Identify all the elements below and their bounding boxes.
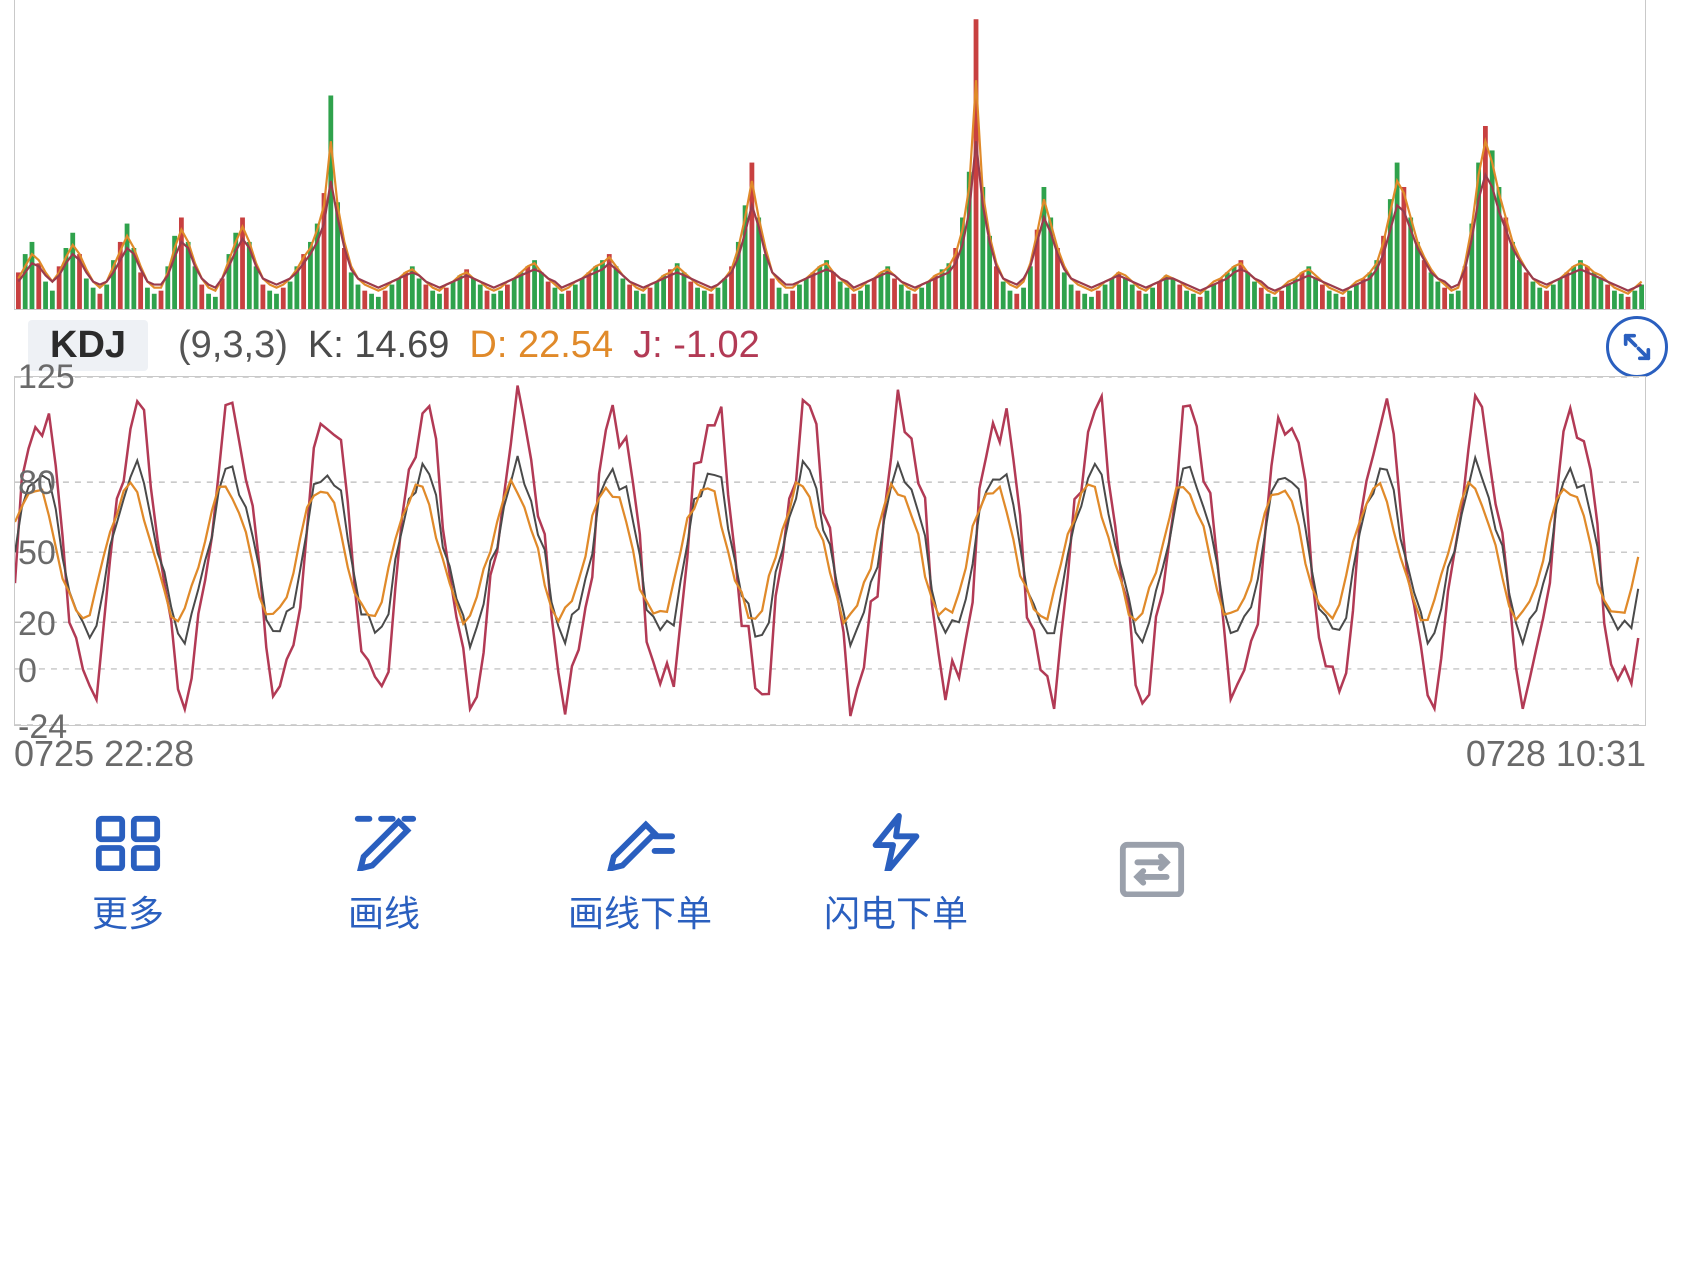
kdj-indicator-chip[interactable]: KDJ (28, 320, 148, 371)
time-end-label: 0728 10:31 (1466, 733, 1646, 775)
pencil-lines-icon (605, 813, 675, 871)
volume-panel[interactable] (14, 0, 1646, 310)
grid-icon (93, 813, 163, 871)
toolbar-more-button[interactable]: 更多 (0, 790, 256, 960)
bolt-icon (861, 813, 931, 871)
kdj-j-value: J: -1.02 (633, 324, 760, 367)
kdj-k-value: K: 14.69 (308, 324, 450, 367)
toolbar-drawline-order-button[interactable]: 画线下单 (512, 790, 768, 960)
swap-box-icon (1117, 839, 1187, 897)
expand-button[interactable] (1606, 316, 1668, 378)
toolbar-flash-order-button[interactable]: 闪电下单 (768, 790, 1024, 960)
expand-diagonal-icon (1620, 330, 1654, 364)
toolbar-drawline-button[interactable]: 画线 (256, 790, 512, 960)
kdj-panel[interactable] (14, 376, 1646, 726)
toolbar-drawline-label: 画线 (348, 885, 420, 937)
toolbar-more-label: 更多 (92, 885, 164, 937)
kdj-header: KDJ (9,3,3) K: 14.69 D: 22.54 J: -1.02 (0, 318, 1708, 372)
time-start-label: 0725 22:28 (14, 733, 194, 775)
toolbar-swap-button[interactable] (1024, 790, 1280, 960)
kdj-d-value: D: 22.54 (469, 324, 613, 367)
toolbar-flash-order-label: 闪电下单 (824, 885, 968, 937)
time-axis-row: 0725 22:28 0728 10:31 (14, 732, 1646, 776)
toolbar-drawline-order-label: 画线下单 (568, 885, 712, 937)
bottom-toolbar: 更多 画线 画线下单 闪电下单 (0, 790, 1280, 960)
kdj-params-label: (9,3,3) (178, 324, 288, 367)
pencil-dashed-icon (349, 813, 419, 871)
